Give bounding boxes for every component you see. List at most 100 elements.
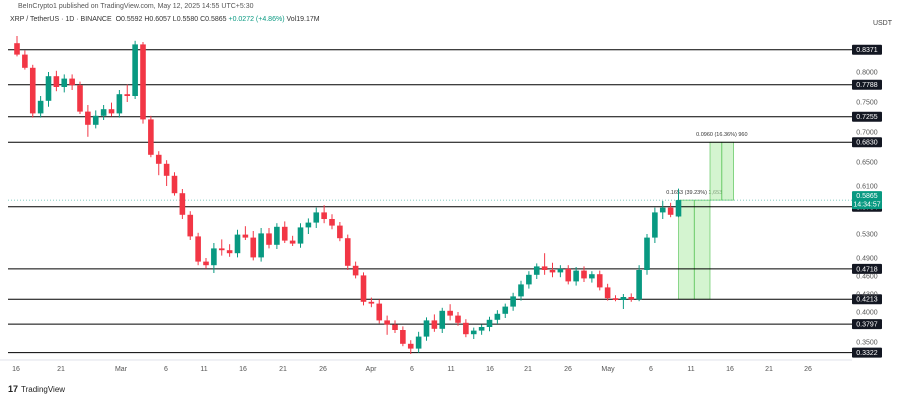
candle-70[interactable] [565,265,572,285]
candle-0[interactable] [14,36,20,57]
candle-54[interactable] [439,307,446,333]
candle-53[interactable] [431,314,438,332]
tradingview-logo[interactable]: 17 TradingView [8,384,65,394]
candle-60[interactable] [486,316,493,332]
candle-23[interactable] [195,232,201,266]
candle-41[interactable] [337,222,343,242]
candle-body-69 [557,268,564,273]
candle-42[interactable] [344,234,351,270]
candle-40[interactable] [329,214,335,230]
candle-36[interactable] [297,223,304,248]
candle-25[interactable] [211,243,217,273]
candle-4[interactable] [45,72,52,107]
candle-43[interactable] [352,261,359,279]
candle-12[interactable] [108,102,115,117]
candle-2[interactable] [29,64,36,118]
y-tick-2: 0.7000 [856,130,878,137]
candle-19[interactable] [163,160,170,186]
candle-73[interactable] [589,271,595,283]
x-tick-18: 21 [765,366,773,373]
candle-63[interactable] [510,292,516,311]
candle-80[interactable] [644,234,650,275]
level-badge-label-3: 0.6830 [856,140,878,147]
candle-33[interactable] [274,223,280,249]
candle-76[interactable] [612,295,619,302]
candle-31[interactable] [258,228,264,262]
candle-6[interactable] [61,74,68,93]
candle-81[interactable] [652,207,658,243]
candle-56[interactable] [455,312,461,326]
candle-50[interactable] [407,340,414,354]
candle-46[interactable] [376,299,383,324]
candle-body-74 [596,274,603,288]
candle-body-27 [226,250,233,254]
candle-75[interactable] [604,283,611,301]
candle-44[interactable] [360,272,367,306]
candle-38[interactable] [313,207,320,228]
candle-3[interactable] [37,96,44,118]
candle-82[interactable] [659,201,666,219]
candle-74[interactable] [596,270,603,291]
candle-61[interactable] [494,310,501,324]
candle-15[interactable] [132,40,138,99]
candle-79[interactable] [636,265,642,302]
candle-58[interactable] [470,327,477,339]
candle-52[interactable] [423,317,430,341]
candle-34[interactable] [281,221,288,243]
candle-20[interactable] [171,172,178,196]
candle-57[interactable] [463,319,469,338]
candle-18[interactable] [155,151,162,176]
candle-35[interactable] [289,235,296,246]
candle-71[interactable] [573,267,579,286]
candle-16[interactable] [140,42,146,124]
candle-68[interactable] [549,262,556,278]
candle-body-23 [195,236,201,262]
candle-48[interactable] [392,320,398,333]
candle-22[interactable] [187,211,194,240]
y-tick-8: 0.4300 [856,292,878,299]
candle-26[interactable] [218,239,225,256]
candle-17[interactable] [148,115,154,158]
candle-24[interactable] [203,258,209,269]
candle-55[interactable] [447,304,453,321]
candle-83[interactable] [667,202,674,218]
candle-39[interactable] [321,205,327,224]
candle-77[interactable] [620,294,627,309]
candle-13[interactable] [116,90,123,118]
candle-11[interactable] [100,105,107,120]
candle-9[interactable] [85,105,91,137]
candle-5[interactable] [53,70,60,92]
candle-37[interactable] [305,218,312,234]
candle-67[interactable] [541,253,548,275]
candle-49[interactable] [400,326,406,347]
candle-body-47 [384,320,390,325]
candle-29[interactable] [242,226,249,240]
candle-body-71 [573,270,579,282]
candle-14[interactable] [124,84,131,102]
candle-51[interactable] [415,331,422,353]
candle-62[interactable] [502,303,509,318]
candle-27[interactable] [226,244,233,257]
symbol-name[interactable]: XRP / TetherUS · 1D · BINANCE [10,16,112,23]
candle-10[interactable] [92,110,99,129]
candle-body-38 [313,212,320,223]
candle-64[interactable] [518,280,524,301]
candle-47[interactable] [384,315,390,335]
candle-21[interactable] [179,189,186,219]
candle-65[interactable] [526,271,532,289]
candle-69[interactable] [557,265,564,278]
candle-7[interactable] [69,74,75,90]
candle-8[interactable] [77,81,83,114]
candle-78[interactable] [628,293,635,302]
candle-45[interactable] [368,297,375,308]
candle-28[interactable] [234,229,241,258]
candle-1[interactable] [22,50,28,70]
candle-30[interactable] [250,231,257,261]
candle-84[interactable] [675,188,682,218]
candle-66[interactable] [533,263,540,279]
candle-32[interactable] [266,228,272,249]
level-badge-1 [852,79,882,90]
candle-59[interactable] [478,324,485,335]
candle-72[interactable] [581,266,587,282]
